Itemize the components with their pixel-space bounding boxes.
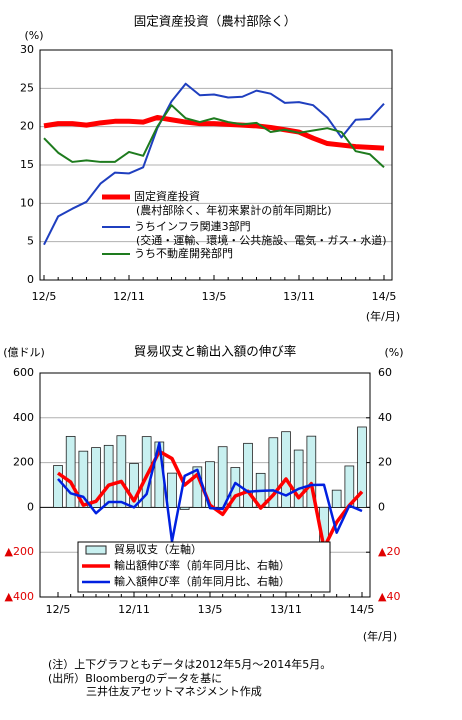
y-tick-label: 0 [27,273,34,286]
bar [65,435,76,508]
bar [103,444,114,508]
y-tick-label: 30 [20,43,34,56]
legend-label: 輸出額伸び率（前年同月比、右軸） [114,558,290,572]
legend-label: うち不動産開発部門 [134,246,233,260]
legend-box [77,541,331,593]
y-tick-label: 15 [20,158,34,171]
bar [243,442,253,508]
chart-title: 貿易収支と輸出入額の伸び率 [134,344,297,359]
y-tick-label: 600 [13,366,34,379]
footnote: (注）上下グラフともデータは2012年5月～2014年5月。 [48,657,331,671]
y2-tick-label: 0 [378,500,385,513]
x-tick-label: 12/11 [118,603,150,616]
bar [293,449,304,508]
y-tick-label: ▲200 [5,545,34,558]
bar [116,435,127,508]
x-tick-label: 14/5 [372,290,397,303]
x-tick-label: 14/5 [350,603,375,616]
footnote: 三井住友アセットマネジメント作成 [86,684,262,698]
legend-sublabel: (交通・運輸、環境・公共施設、電気・ガス・水道) [136,233,387,247]
y-axis-label: (%) [24,29,43,42]
bar [357,426,367,508]
line [43,82,385,246]
bar [306,435,317,508]
x-axis-label: (年/月) [366,309,400,323]
bar [331,489,342,508]
y2-tick-label: 20 [378,456,392,469]
plot-frame [39,49,393,281]
y-tick-label: 25 [20,81,34,94]
line [43,104,385,169]
x-tick-label: 13/11 [283,290,315,303]
y-tick-label: ▲400 [5,590,34,603]
y2-tick-label: 60 [378,366,392,379]
x-tick-label: 12/5 [32,290,57,303]
y-tick-label: 200 [13,456,34,469]
legend-sublabel: (農村部除く、年初来累計の前年同期比) [136,203,332,217]
x-tick-label: 13/5 [198,603,223,616]
x-tick-label: 13/11 [270,603,302,616]
footnote: (出所）Bloombergのデータを基に [48,671,222,685]
bar [268,437,279,508]
y-axis-label: (億ドル) [3,346,45,359]
x-tick-label: 12/5 [46,603,71,616]
bar [91,447,101,508]
x-tick-label: 12/11 [113,290,145,303]
bar [179,506,190,510]
bar [281,431,291,508]
legend-label: 固定資産投資 [134,189,200,203]
bar [167,472,177,508]
legend-label: 貿易収支（左軸） [114,542,202,556]
y-tick-label: 5 [27,235,34,248]
y2-axis-label: (%) [384,346,403,359]
x-axis-label: (年/月) [363,629,397,643]
legend-swatch [85,545,107,555]
plot-frame [39,372,371,598]
line [43,114,385,151]
line [57,441,363,543]
y2-tick-label: 40 [378,411,392,424]
x-tick-label: 13/5 [202,290,227,303]
y2-tick-label: ▲40 [378,590,400,603]
bar [78,450,89,508]
y2-tick-label: ▲20 [378,545,400,558]
bar [53,465,63,508]
y-tick-label: 0 [27,500,34,513]
bar [217,446,228,508]
y-tick-label: 10 [20,196,34,209]
y-tick-label: 400 [13,411,34,424]
y-tick-label: 20 [20,120,34,133]
chart-title: 固定資産投資（農村部除く） [134,14,297,29]
legend-label: うちインフラ関連3部門 [134,219,251,233]
legend-label: 輸入額伸び率（前年同月比、右軸） [114,574,290,588]
